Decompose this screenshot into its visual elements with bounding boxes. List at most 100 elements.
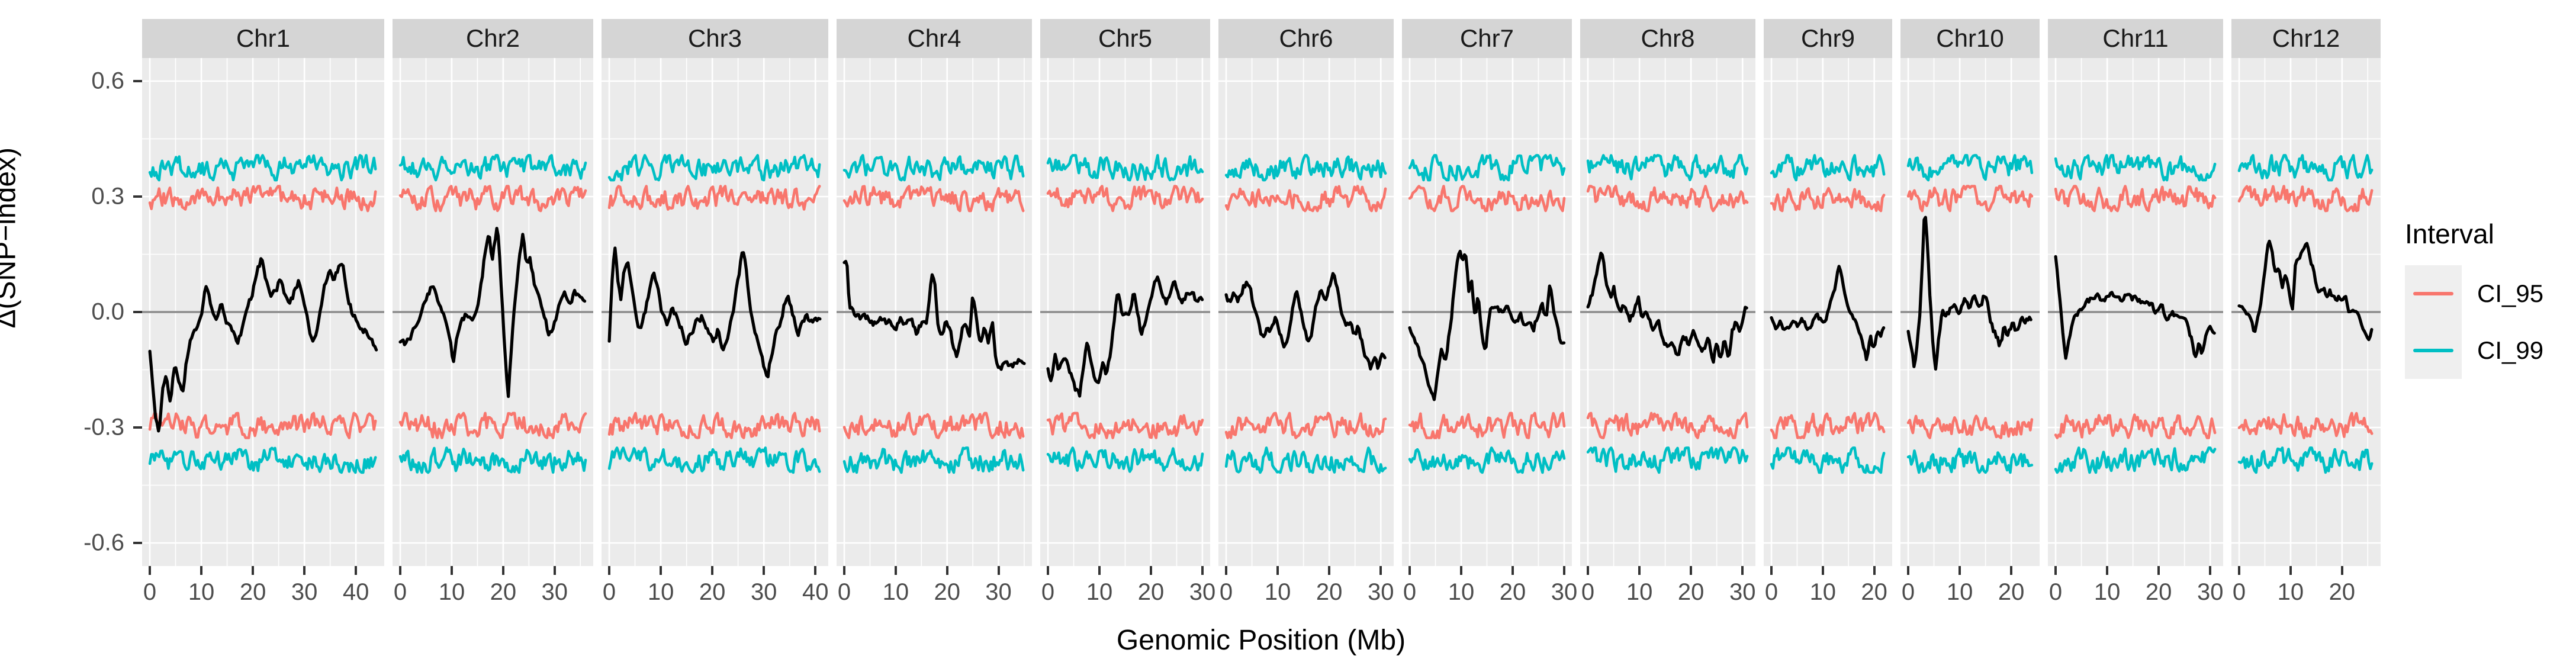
- x-tick-mark: [2340, 566, 2343, 575]
- x-tick-mark: [660, 566, 663, 575]
- x-tick-mark: [1511, 566, 1514, 575]
- facet-panel: [142, 58, 384, 566]
- x-tick-label: 20: [699, 579, 726, 605]
- facet-strip-label: Chr4: [837, 19, 1032, 58]
- facet-x-axis: 0 10 20 30: [837, 566, 1032, 619]
- x-tick-label: 40: [802, 579, 829, 605]
- y-tick-label: 0.6: [91, 67, 124, 94]
- x-tick-mark: [711, 566, 714, 575]
- legend-item-ci95: CI_95: [2405, 265, 2543, 322]
- x-tick-mark: [2209, 566, 2212, 575]
- x-tick-label: 20: [1861, 579, 1887, 605]
- x-tick-mark: [608, 566, 611, 575]
- x-tick-label: 20: [1998, 579, 2025, 605]
- facet-chr11: Chr11 0 10 20 30: [2048, 19, 2223, 619]
- y-tick-label: -0.6: [83, 529, 124, 556]
- x-tick-label: 30: [750, 579, 777, 605]
- x-tick-mark: [1638, 566, 1641, 575]
- facet-x-axis: 0 10 20 30: [1580, 566, 1755, 619]
- legend-title: Interval: [2405, 218, 2494, 249]
- facet-chr4: Chr4 0 10 20 30: [837, 19, 1032, 619]
- x-tick-mark: [763, 566, 766, 575]
- facet-chr10: Chr10 0 10 20: [1900, 19, 2040, 619]
- x-tick-mark: [1690, 566, 1693, 575]
- facet-strip-label: Chr2: [393, 19, 593, 58]
- x-tick-mark: [1907, 566, 1910, 575]
- x-tick-label: 30: [1729, 579, 1756, 605]
- x-tick-label: 0: [1041, 579, 1055, 605]
- x-tick-label: 0: [1581, 579, 1595, 605]
- facet-x-axis: 0 10 20 30: [1402, 566, 1577, 619]
- x-axis-title: Genomic Position (Mb): [1116, 625, 1406, 656]
- facet-strip-label: Chr11: [2048, 19, 2223, 58]
- facet-x-axis: 0 10 20 30: [2048, 566, 2223, 619]
- x-tick-label: 10: [438, 579, 465, 605]
- x-tick-label: 20: [1499, 579, 1526, 605]
- facet-chr5: Chr5 0 10 20 30: [1040, 19, 1215, 619]
- x-tick-label: 10: [2093, 579, 2121, 605]
- x-tick-label: 10: [1809, 579, 1837, 605]
- y-tick-label: -0.3: [83, 414, 124, 441]
- facet-panel: [1900, 58, 2040, 566]
- facet-panel: [1580, 58, 1755, 566]
- y-axis: 0.6 0.3 0.0 -0.3 -0.6: [0, 58, 142, 566]
- x-tick-mark: [149, 566, 152, 575]
- facet-x-axis: 0 10 20 30 40: [142, 566, 384, 619]
- x-tick-label: 30: [291, 579, 318, 605]
- x-tick-label: 10: [1448, 579, 1475, 605]
- legend-item-ci99: CI_99: [2405, 322, 2543, 379]
- x-tick-label: 10: [1626, 579, 1653, 605]
- x-tick-mark: [553, 566, 556, 575]
- x-tick-mark: [450, 566, 453, 575]
- x-tick-label: 0: [602, 579, 616, 605]
- facet-chr2: Chr2 0 10 20 30: [393, 19, 593, 619]
- x-tick-mark: [1098, 566, 1101, 575]
- x-tick-mark: [2054, 566, 2057, 575]
- facet-panel: [393, 58, 593, 566]
- x-tick-mark: [1958, 566, 1961, 575]
- x-tick-label: 20: [239, 579, 266, 605]
- facet-chr9: Chr9 0 10 20: [1764, 19, 1892, 619]
- facet-chr1: Chr1 0 10 20 30 40: [142, 19, 384, 619]
- x-tick-label: 0: [837, 579, 851, 605]
- facet-chr6: Chr6 0 10 20 30: [1218, 19, 1394, 619]
- x-tick-mark: [355, 566, 358, 575]
- x-tick-label: 20: [1677, 579, 1705, 605]
- facet-strip-label: Chr9: [1764, 19, 1892, 58]
- x-tick-label: 40: [342, 579, 369, 605]
- facet-strip-label: Chr8: [1580, 19, 1755, 58]
- x-tick-label: 0: [2048, 579, 2063, 605]
- facet-x-axis: 0 10 20: [1764, 566, 1892, 619]
- y-tick-label: 0.3: [91, 183, 124, 210]
- facet-chr3: Chr3 0 10 20 30 40: [602, 19, 828, 619]
- x-tick-mark: [501, 566, 504, 575]
- legend-key-box: [2405, 265, 2462, 322]
- x-tick-label: 10: [882, 579, 909, 605]
- x-tick-label: 0: [143, 579, 157, 605]
- x-tick-mark: [1276, 566, 1279, 575]
- y-tick-mark: [133, 542, 142, 544]
- x-tick-label: 10: [1086, 579, 1113, 605]
- y-tick-mark: [133, 80, 142, 82]
- x-tick-label: 30: [1189, 579, 1216, 605]
- x-tick-label: 0: [2232, 579, 2246, 605]
- x-tick-mark: [1408, 566, 1411, 575]
- x-tick-mark: [1587, 566, 1590, 575]
- x-tick-label: 20: [1316, 579, 1343, 605]
- x-tick-label: 30: [985, 579, 1012, 605]
- x-tick-mark: [1562, 566, 1565, 575]
- ci99-line-swatch-icon: [2413, 349, 2453, 352]
- x-tick-label: 0: [1764, 579, 1779, 605]
- facet-panel: [1402, 58, 1572, 566]
- x-tick-mark: [1225, 566, 1228, 575]
- legend: Interval CI_95 CI_99: [2405, 218, 2543, 379]
- facet-panel: [1218, 58, 1394, 566]
- x-tick-mark: [1201, 566, 1204, 575]
- facet-panel: [837, 58, 1032, 566]
- facet-panel: [2048, 58, 2223, 566]
- x-tick-label: 20: [934, 579, 960, 605]
- x-tick-label: 20: [2329, 579, 2356, 605]
- x-tick-mark: [1873, 566, 1876, 575]
- facet-chr7: Chr7 0 10 20 30: [1402, 19, 1577, 619]
- facet-panel: [1040, 58, 1210, 566]
